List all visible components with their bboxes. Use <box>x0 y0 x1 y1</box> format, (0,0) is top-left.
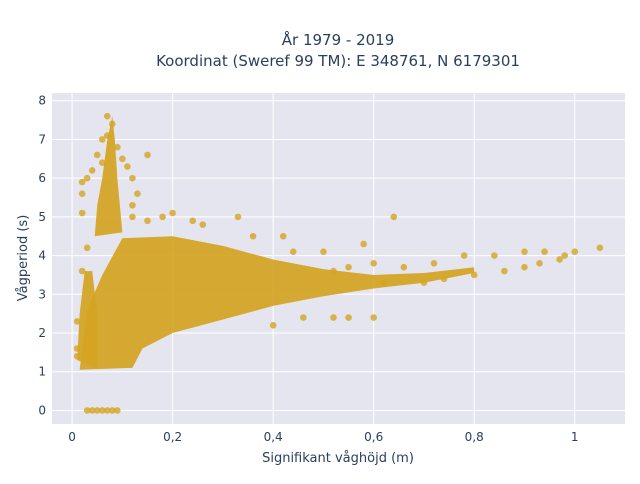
data-point <box>78 178 86 186</box>
chart-title-line2: Koordinat (Sweref 99 TM): E 348761, N 61… <box>156 52 520 70</box>
data-point <box>571 248 579 256</box>
y-tick-label: 2 <box>38 326 46 340</box>
data-point <box>234 213 242 221</box>
x-tick-label: 0,4 <box>264 430 283 444</box>
y-axis-ticks: 0 1 2 3 4 5 6 7 8 <box>38 94 46 418</box>
data-point <box>320 248 327 256</box>
data-point <box>78 267 86 275</box>
data-point <box>279 232 287 240</box>
data-point <box>129 213 136 221</box>
x-tick-label: 0 <box>68 430 76 444</box>
data-point <box>73 345 81 352</box>
data-point <box>521 263 528 271</box>
data-point <box>300 314 307 321</box>
data-point <box>380 279 388 286</box>
data-point <box>370 260 377 267</box>
x-tick-label: 0,6 <box>364 430 383 444</box>
data-point <box>93 407 101 414</box>
data-point <box>460 252 468 259</box>
data-point <box>98 407 106 414</box>
data-point <box>199 221 207 228</box>
data-point <box>360 240 367 248</box>
data-point <box>78 209 86 217</box>
data-point <box>144 151 151 159</box>
data-point <box>103 407 111 414</box>
data-point <box>541 248 548 256</box>
data-point <box>114 143 121 151</box>
y-axis-label: Vågperiod (s) <box>16 215 31 302</box>
data-point <box>78 190 86 197</box>
data-point <box>83 407 91 414</box>
data-point <box>330 314 337 321</box>
data-point <box>440 275 448 283</box>
x-tick-label: 0,2 <box>163 430 182 444</box>
x-axis-label: Signifikant våghöjd (m) <box>262 451 414 466</box>
data-point <box>390 213 398 221</box>
data-point <box>134 190 141 197</box>
x-tick-label: 0,8 <box>465 430 484 444</box>
y-tick-label: 4 <box>38 249 46 263</box>
data-point <box>159 213 166 221</box>
x-tick-label: 1 <box>571 430 579 444</box>
y-tick-label: 7 <box>38 132 46 146</box>
dense-cloud-low <box>77 271 98 368</box>
data-point <box>596 244 604 252</box>
data-point <box>491 252 498 259</box>
data-point <box>501 267 508 275</box>
data-points <box>73 112 604 414</box>
data-point <box>430 260 438 267</box>
data-point <box>124 163 131 170</box>
dense-cloud-main <box>79 236 475 370</box>
dense-cloud-spike <box>94 116 123 237</box>
data-point <box>556 256 563 263</box>
data-point <box>109 120 116 128</box>
data-point <box>83 174 91 182</box>
data-point <box>521 248 528 256</box>
y-tick-label: 5 <box>38 210 46 224</box>
data-point <box>289 248 297 256</box>
data-point <box>129 201 136 209</box>
data-point <box>345 314 352 321</box>
y-tick-label: 6 <box>38 171 46 185</box>
y-tick-label: 3 <box>38 287 46 301</box>
data-point <box>249 232 257 240</box>
data-point <box>400 263 408 271</box>
data-point <box>169 209 176 217</box>
data-point <box>129 174 136 182</box>
data-point <box>103 112 111 120</box>
chart-title-line1: År 1979 - 2019 <box>282 30 395 49</box>
data-point <box>189 217 197 225</box>
data-point <box>345 263 352 271</box>
data-point <box>144 217 151 225</box>
data-point <box>83 244 91 252</box>
data-point <box>536 260 543 267</box>
data-point <box>88 167 96 174</box>
y-tick-label: 8 <box>38 94 46 108</box>
data-point <box>103 132 111 139</box>
y-tick-label: 0 <box>38 403 46 417</box>
data-point <box>93 151 101 159</box>
data-point <box>88 407 96 414</box>
data-point <box>119 155 126 163</box>
y-tick-label: 1 <box>38 365 46 379</box>
data-point <box>330 267 337 275</box>
data-point <box>420 279 428 286</box>
data-point <box>114 407 121 414</box>
data-point <box>561 252 568 259</box>
data-point <box>73 318 81 325</box>
x-axis-ticks: 0 0,2 0,4 0,6 0,8 1 <box>68 430 578 444</box>
data-point <box>73 352 81 360</box>
dense-point-cloud <box>77 116 475 370</box>
data-point <box>269 321 277 329</box>
data-point <box>470 271 478 279</box>
data-point <box>98 159 106 166</box>
data-point <box>109 407 116 414</box>
data-point <box>370 314 377 321</box>
data-point <box>98 136 106 143</box>
